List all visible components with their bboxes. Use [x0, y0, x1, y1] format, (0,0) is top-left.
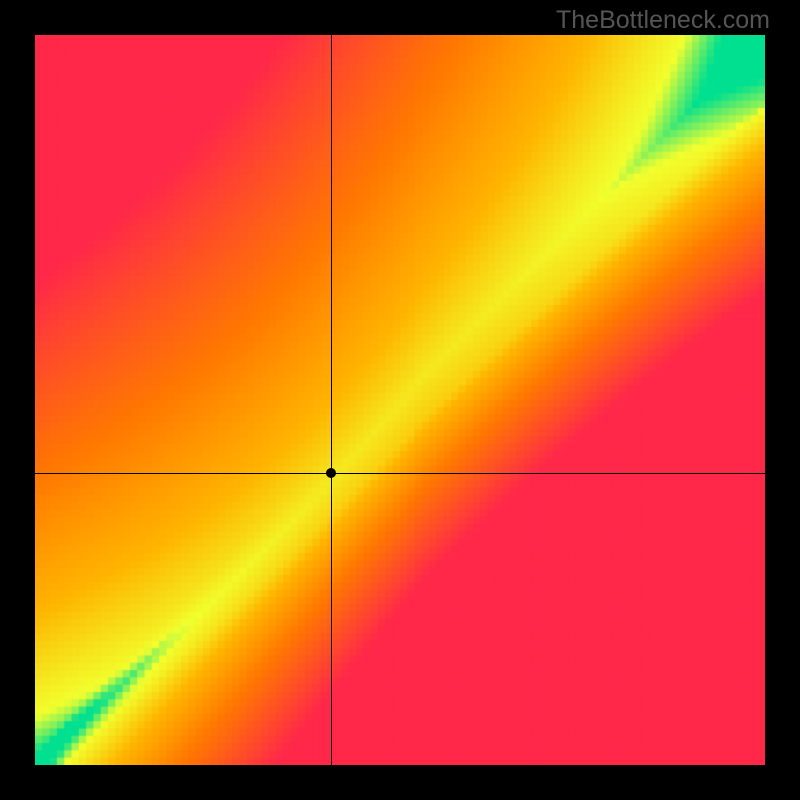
- crosshair-vertical: [331, 35, 332, 765]
- crosshair-horizontal: [35, 473, 765, 474]
- watermark-text: TheBottleneck.com: [556, 6, 770, 35]
- crosshair-marker: [326, 468, 336, 478]
- bottleneck-heatmap: [35, 35, 765, 765]
